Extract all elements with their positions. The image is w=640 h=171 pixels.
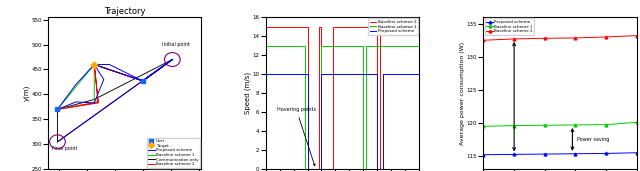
- Baseline scheme 2: [541, 37, 548, 39]
- Y-axis label: Speed (m/s): Speed (m/s): [244, 72, 251, 114]
- Proposed scheme: [541, 153, 548, 155]
- Baseline scheme 2: [376, 168, 384, 170]
- Baseline scheme 2: [329, 168, 337, 170]
- Baseline scheme 2: [317, 26, 325, 28]
- Text: Hovering points: Hovering points: [277, 107, 316, 166]
- Legend: Baseline scheme 2, Baseline scheme 1, Proposed scheme: Baseline scheme 2, Baseline scheme 1, Pr…: [369, 18, 418, 35]
- Proposed scheme: [415, 73, 423, 75]
- Baseline scheme 1: [633, 121, 640, 123]
- Y-axis label: Average power consumption (W): Average power consumption (W): [460, 42, 465, 145]
- Baseline scheme 1: [301, 45, 308, 47]
- Proposed scheme: [373, 168, 381, 170]
- Proposed scheme: [317, 168, 325, 170]
- Baseline scheme 1: [572, 124, 579, 126]
- Baseline scheme 1: [262, 45, 269, 47]
- Proposed scheme: [572, 153, 579, 155]
- Baseline scheme 2: [295, 26, 303, 28]
- Baseline scheme 1: [362, 45, 370, 47]
- Legend: Proposed scheme, Baseline scheme 1, Baseline scheme 2: Proposed scheme, Baseline scheme 1, Base…: [484, 18, 534, 35]
- Proposed scheme: [262, 73, 269, 75]
- Baseline scheme 1: [479, 125, 487, 127]
- Proposed scheme: [602, 152, 610, 154]
- Text: Power saving: Power saving: [577, 137, 609, 142]
- Baseline scheme 2: [262, 26, 269, 28]
- Baseline scheme 2: [329, 26, 337, 28]
- Proposed scheme: [510, 153, 518, 155]
- Proposed scheme: [373, 73, 381, 75]
- Baseline scheme 2: [315, 26, 323, 28]
- Proposed scheme: [479, 154, 487, 156]
- Title: Trajectory: Trajectory: [104, 7, 145, 16]
- Baseline scheme 1: [602, 124, 610, 126]
- Line: Baseline scheme 2: Baseline scheme 2: [482, 34, 638, 42]
- Y-axis label: y(m): y(m): [24, 85, 30, 101]
- Baseline scheme 2: [373, 168, 381, 170]
- Baseline scheme 1: [317, 45, 325, 47]
- Baseline scheme 2: [602, 36, 610, 38]
- Baseline scheme 1: [301, 168, 308, 170]
- Baseline scheme 1: [541, 124, 548, 126]
- Line: Proposed scheme: Proposed scheme: [266, 74, 419, 169]
- Baseline scheme 2: [304, 26, 312, 28]
- Baseline scheme 2: [373, 26, 381, 28]
- Baseline scheme 2: [479, 39, 487, 41]
- Baseline scheme 1: [360, 45, 367, 47]
- Baseline scheme 2: [295, 26, 303, 28]
- Line: Proposed scheme: Proposed scheme: [482, 151, 638, 156]
- Baseline scheme 1: [317, 168, 325, 170]
- Baseline scheme 2: [572, 37, 579, 39]
- Baseline scheme 1: [362, 168, 370, 170]
- Line: Baseline scheme 1: Baseline scheme 1: [266, 46, 419, 169]
- Baseline scheme 2: [376, 26, 384, 28]
- Proposed scheme: [304, 73, 312, 75]
- Line: Baseline scheme 1: Baseline scheme 1: [482, 121, 638, 128]
- Baseline scheme 2: [317, 168, 325, 170]
- Baseline scheme 1: [415, 45, 423, 47]
- Legend: User, Target, Proposed scheme, Baseline scheme 1, Communication only, Baseline s: User, Target, Proposed scheme, Baseline …: [147, 138, 200, 168]
- Proposed scheme: [304, 168, 312, 170]
- Proposed scheme: [317, 73, 325, 75]
- Proposed scheme: [379, 73, 387, 75]
- Proposed scheme: [633, 152, 640, 154]
- Text: Final point: Final point: [52, 146, 77, 151]
- Baseline scheme 2: [510, 38, 518, 40]
- Text: Initial point: Initial point: [163, 42, 190, 47]
- Baseline scheme 2: [304, 168, 312, 170]
- Line: Baseline scheme 2: Baseline scheme 2: [266, 27, 419, 169]
- Baseline scheme 2: [633, 35, 640, 37]
- Baseline scheme 1: [360, 168, 367, 170]
- Proposed scheme: [379, 168, 387, 170]
- Baseline scheme 2: [315, 168, 323, 170]
- Baseline scheme 2: [415, 26, 423, 28]
- Baseline scheme 1: [510, 125, 518, 127]
